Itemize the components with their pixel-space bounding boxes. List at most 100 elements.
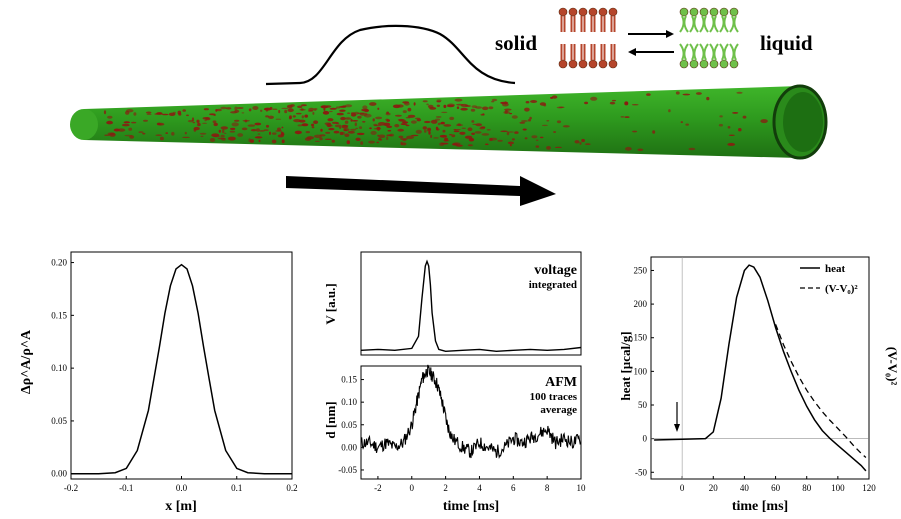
solid-domain-spot <box>106 120 113 125</box>
solid-domain-spot <box>522 128 527 131</box>
solid-domain-spot <box>275 130 283 132</box>
solid-domain-spot <box>430 119 438 124</box>
solid-domain-spot <box>304 114 309 118</box>
solid-domain-spot <box>541 124 548 127</box>
solid-domain-spot <box>184 131 187 135</box>
solid-domain-spot <box>535 145 540 148</box>
solid-domain-spot <box>362 120 366 123</box>
afm-series-line <box>360 364 581 460</box>
solid-domain-spot <box>471 120 475 123</box>
x-tick-label: 0 <box>680 483 685 493</box>
lipid-head <box>558 59 568 69</box>
solid-domain-spot <box>265 108 268 112</box>
solid-domain-spot <box>341 125 349 127</box>
solid-domain-spot <box>103 110 107 115</box>
voltage-series-line <box>360 259 582 353</box>
solid-domain-spot <box>504 110 508 114</box>
solid-domain-spot <box>311 123 315 127</box>
solid-domain-spot <box>311 126 315 129</box>
solid-domain-spot <box>145 111 152 114</box>
lipid-tail <box>719 15 729 33</box>
solid-domain-spot <box>413 102 416 106</box>
solid-domain-spot <box>475 123 483 127</box>
solid-domain-spot <box>229 130 236 133</box>
y-tick-label: 0.20 <box>51 258 67 268</box>
lipid-head <box>608 7 618 17</box>
solid-domain-spot <box>271 139 277 144</box>
solid-domain-spot <box>131 121 137 124</box>
solid-domain-spot <box>504 108 512 111</box>
solid-domain-spot <box>428 131 431 135</box>
solid-domain-spot <box>107 115 113 119</box>
solid-domain-spot <box>682 93 691 96</box>
lipid-tail <box>610 16 616 32</box>
solid-domain-spot <box>500 130 508 133</box>
solid-domain-spot <box>398 135 404 139</box>
x-tick-label: 120 <box>862 483 876 493</box>
lipid-tail <box>570 44 576 60</box>
solid-domain-spot <box>441 142 449 145</box>
solid-domain-spot <box>218 129 221 133</box>
solid-domain-spot <box>301 123 309 127</box>
solid-domain-spot <box>584 143 591 145</box>
solid-domain-spot <box>296 112 302 115</box>
solid-domain-spot <box>760 119 768 124</box>
solid-domain-spot <box>313 120 319 124</box>
solid-domain-spot <box>400 123 408 126</box>
y-tick-label: 250 <box>634 265 648 275</box>
equilibrium-arrows-icon <box>628 30 674 56</box>
solid-domain-spot <box>155 134 162 136</box>
solid-domain-spot <box>426 127 432 132</box>
lipid-tail <box>580 44 586 60</box>
solid-domain-spot <box>234 109 240 113</box>
solid-domain-spot <box>738 128 742 132</box>
solid-domain-spot <box>234 119 240 122</box>
afm-annotation-3: average <box>540 404 577 416</box>
lipid-head <box>578 7 588 17</box>
solid-domain-spot <box>209 113 216 116</box>
solid-domain-spot <box>355 137 361 141</box>
x-tick-label: 80 <box>802 483 812 493</box>
lipid-head <box>719 59 729 69</box>
solid-domain-spot <box>378 137 382 141</box>
y-tick-label: 100 <box>634 366 648 376</box>
solid-domain-spot <box>728 134 735 136</box>
solid-domain-spot <box>519 121 526 124</box>
solid-domain-spot <box>727 126 731 129</box>
lipid-tail <box>600 16 606 32</box>
solid-domain-spot <box>344 117 352 120</box>
stimulus-arrow-icon <box>674 402 680 432</box>
lipid-tail <box>610 44 616 60</box>
solid-domain-spot <box>364 108 369 113</box>
solid-domain-spot <box>444 137 449 142</box>
solid-domain-spot <box>350 128 357 131</box>
solid-domain-spot <box>464 105 471 107</box>
solid-domain-spot <box>161 113 169 116</box>
solid-domain-spot <box>109 132 116 137</box>
solid-domain-spot <box>182 136 190 139</box>
solid-domain-spot <box>200 135 204 138</box>
solid-domain-spot <box>281 139 285 144</box>
lipid-tail <box>679 43 689 61</box>
solid-domain-spot <box>351 120 359 122</box>
solid-domain-spot <box>234 106 238 111</box>
solid-domain-spot <box>436 100 442 103</box>
solid-domain-spot <box>464 135 473 139</box>
solid-domain-spot <box>104 134 110 136</box>
solid-domain-spot <box>331 139 335 143</box>
solid-domain-spot <box>423 120 431 124</box>
solid-domain-spot <box>368 140 375 144</box>
solid-domain-spot <box>252 106 259 110</box>
solid-domain-spot <box>437 122 441 126</box>
solid-domain-spot <box>319 137 323 141</box>
solid-domain-spot <box>237 133 244 137</box>
solid-domain-spot <box>199 132 207 135</box>
solid-domain-spot <box>497 139 503 142</box>
lipid-tail <box>590 44 596 60</box>
y-tick-label: 0.05 <box>51 416 67 426</box>
solid-domain-spot <box>216 108 222 112</box>
solid-domain-spot <box>220 126 228 130</box>
lipid-head <box>558 7 568 17</box>
lipid-tail <box>709 15 719 33</box>
afm-chart: -2 0 2 4 6 8 10 -0.05 0.00 0.05 0.10 0.15 AFM 100 t… <box>323 364 586 514</box>
